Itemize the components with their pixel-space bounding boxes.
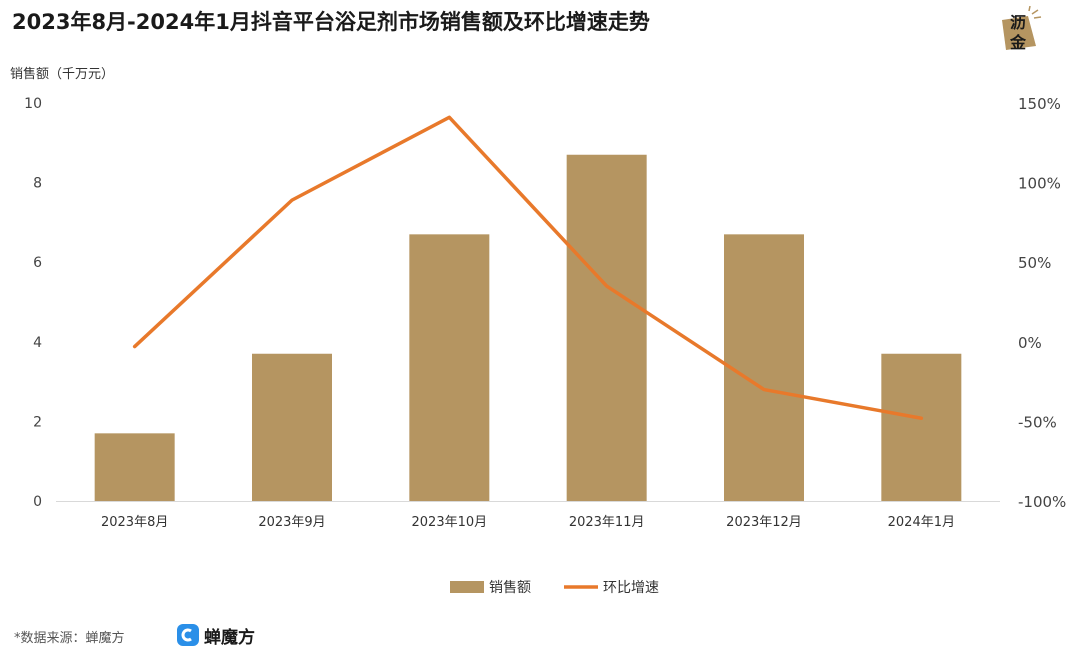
- x-tick-label: 2024年1月: [888, 515, 955, 530]
- left-tick-label: 6: [33, 255, 42, 271]
- legend-label-bar: 销售额: [489, 580, 531, 596]
- brand-icon: [177, 624, 199, 646]
- brand-logo: 沥 金: [1002, 6, 1042, 52]
- left-tick-label: 8: [33, 176, 42, 192]
- x-tick-label: 2023年8月: [101, 515, 168, 530]
- right-tick-label: -100%: [1018, 493, 1066, 511]
- x-tick-label: 2023年12月: [726, 515, 802, 530]
- legend-swatch-bar: [450, 581, 484, 593]
- chart-title: 2023年8月-2024年1月抖音平台浴足剂市场销售额及环比增速走势: [12, 10, 650, 34]
- bar-1: [94, 433, 175, 501]
- x-tick-label: 2023年10月: [412, 515, 488, 530]
- bar-5: [724, 234, 804, 501]
- x-tick-label: 2023年11月: [569, 515, 645, 530]
- right-tick-label: 0%: [1018, 334, 1042, 352]
- data-source: *数据来源：蝉魔方: [14, 631, 125, 646]
- left-tick-label: 2: [33, 414, 42, 430]
- logo-shape: [1002, 16, 1036, 50]
- growth-rate-line: [132, 115, 924, 420]
- y-axis-label: 销售额（千万元）: [10, 66, 114, 82]
- bar-2: [252, 353, 332, 501]
- brand-badge: 蝉魔方: [176, 622, 255, 648]
- logo-text-2: 金: [1009, 33, 1027, 52]
- right-tick-label: 100%: [1018, 175, 1061, 193]
- bar-6: [881, 353, 962, 501]
- bar-3: [409, 234, 490, 501]
- right-tick-label: 50%: [1018, 254, 1051, 272]
- left-tick-label: 4: [33, 335, 42, 351]
- brand-name: 蝉魔方: [204, 627, 255, 648]
- left-tick-label: 0: [33, 494, 42, 510]
- logo-text-1: 沥: [1010, 13, 1026, 32]
- left-tick-label: 10: [24, 96, 42, 112]
- right-tick-label: -50%: [1018, 413, 1057, 431]
- x-tick-label: 2023年9月: [258, 515, 325, 530]
- legend-label-line: 环比增速: [603, 580, 659, 596]
- right-tick-label: 150%: [1018, 95, 1061, 113]
- bar-4: [566, 154, 647, 502]
